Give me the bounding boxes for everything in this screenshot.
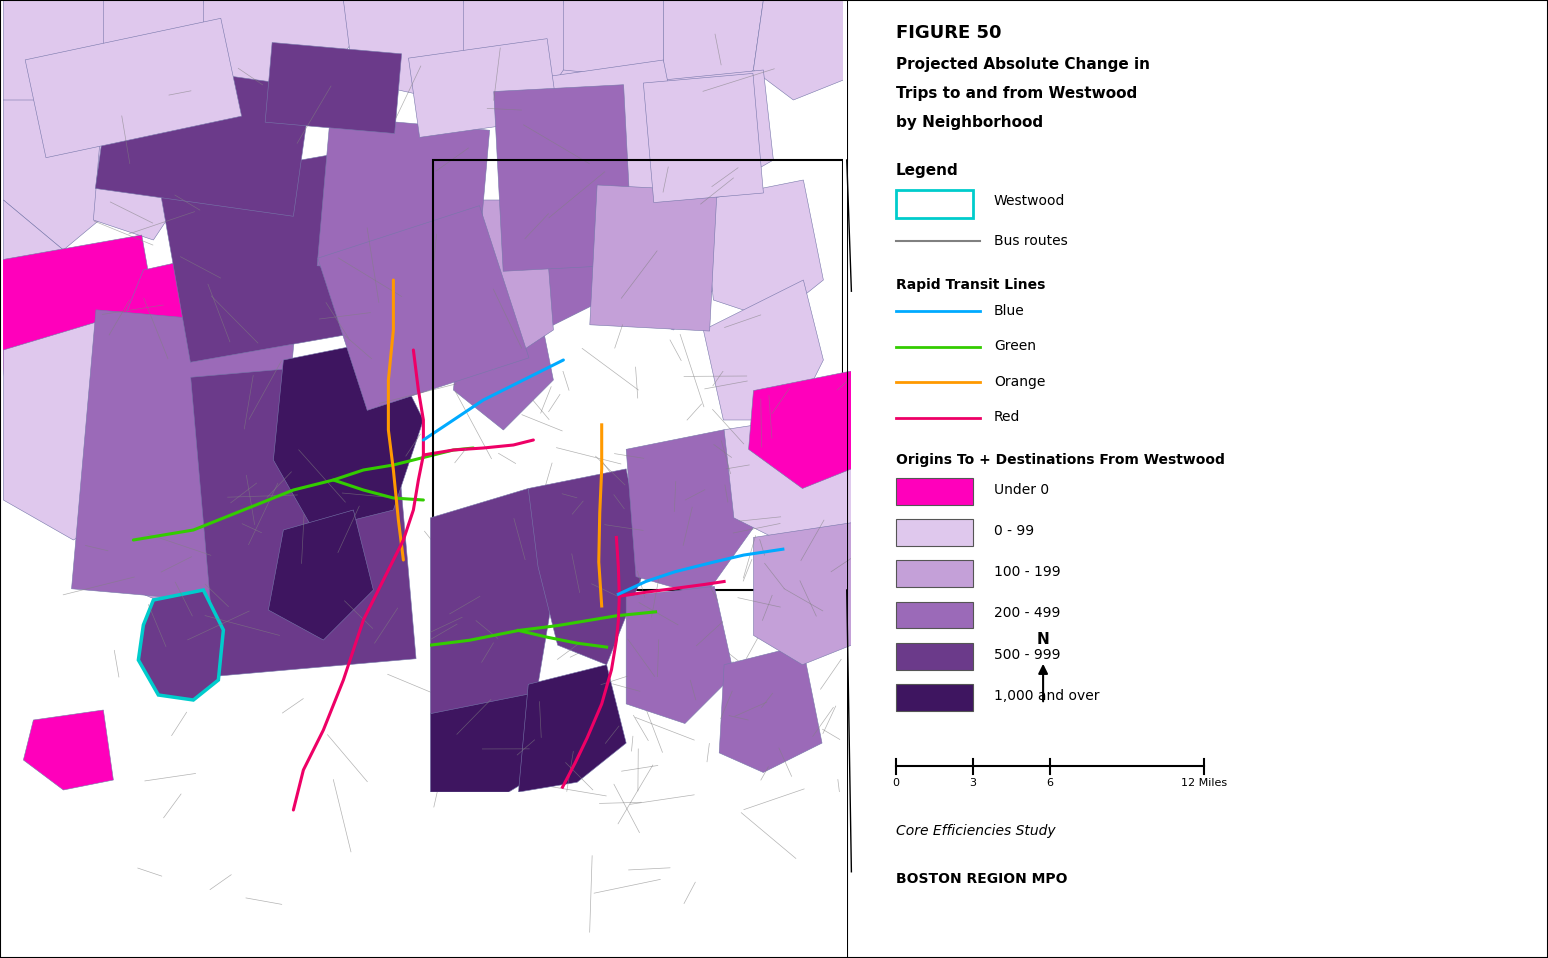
Text: Trips to and from Westwood: Trips to and from Westwood <box>896 86 1138 102</box>
Polygon shape <box>430 489 557 743</box>
Polygon shape <box>703 280 824 420</box>
Polygon shape <box>503 190 604 330</box>
Text: 100 - 199: 100 - 199 <box>994 565 1060 580</box>
Polygon shape <box>703 180 824 320</box>
Polygon shape <box>463 0 573 120</box>
Polygon shape <box>104 0 214 130</box>
FancyBboxPatch shape <box>896 643 974 670</box>
FancyBboxPatch shape <box>896 602 974 628</box>
Text: Bus routes: Bus routes <box>994 234 1068 248</box>
Text: Red: Red <box>994 410 1020 424</box>
Text: Legend: Legend <box>896 163 958 178</box>
Polygon shape <box>754 0 844 100</box>
Bar <box>433 160 844 590</box>
Polygon shape <box>317 206 529 410</box>
Polygon shape <box>454 280 553 430</box>
Text: Blue: Blue <box>994 304 1025 318</box>
Text: Orange: Orange <box>994 375 1045 389</box>
Polygon shape <box>430 695 557 792</box>
Polygon shape <box>25 18 241 158</box>
FancyBboxPatch shape <box>896 478 974 505</box>
Polygon shape <box>720 645 822 772</box>
Text: Under 0: Under 0 <box>994 483 1050 497</box>
Polygon shape <box>0 235 163 381</box>
Polygon shape <box>3 0 144 120</box>
Polygon shape <box>528 468 646 665</box>
Polygon shape <box>627 586 734 723</box>
Polygon shape <box>71 309 296 606</box>
Polygon shape <box>590 185 717 331</box>
Polygon shape <box>159 153 367 362</box>
Text: BOSTON REGION MPO: BOSTON REGION MPO <box>896 872 1067 886</box>
Text: Rapid Transit Lines: Rapid Transit Lines <box>896 278 1045 292</box>
Polygon shape <box>514 60 683 220</box>
Polygon shape <box>563 0 664 130</box>
Polygon shape <box>664 0 763 110</box>
Polygon shape <box>749 371 851 489</box>
Text: 3: 3 <box>969 778 977 787</box>
Polygon shape <box>523 80 604 190</box>
Text: Projected Absolute Change in: Projected Absolute Change in <box>896 57 1150 73</box>
Polygon shape <box>344 0 474 100</box>
Polygon shape <box>317 116 489 280</box>
Polygon shape <box>190 360 416 676</box>
Text: Green: Green <box>994 339 1036 354</box>
Text: Core Efficiencies Study: Core Efficiencies Study <box>896 824 1056 838</box>
FancyBboxPatch shape <box>896 684 974 711</box>
Text: 1,000 and over: 1,000 and over <box>994 689 1099 703</box>
Text: by Neighborhood: by Neighborhood <box>896 115 1043 130</box>
Polygon shape <box>138 590 223 700</box>
Text: 500 - 999: 500 - 999 <box>994 648 1060 662</box>
Polygon shape <box>3 200 73 380</box>
Text: 6: 6 <box>1046 778 1054 787</box>
Polygon shape <box>93 100 194 240</box>
Text: 0 - 99: 0 - 99 <box>994 524 1034 538</box>
Polygon shape <box>265 42 401 133</box>
Polygon shape <box>203 0 353 100</box>
Text: 12 Miles: 12 Miles <box>1181 778 1228 787</box>
Polygon shape <box>268 510 373 640</box>
Polygon shape <box>519 665 627 792</box>
FancyBboxPatch shape <box>896 190 974 218</box>
Polygon shape <box>724 410 851 547</box>
Polygon shape <box>96 59 311 217</box>
Text: Origins To + Destinations From Westwood: Origins To + Destinations From Westwood <box>896 453 1224 468</box>
FancyBboxPatch shape <box>896 560 974 587</box>
Text: FIGURE 50: FIGURE 50 <box>896 24 1002 42</box>
Polygon shape <box>494 84 633 271</box>
Polygon shape <box>627 430 754 596</box>
Polygon shape <box>124 250 254 380</box>
FancyBboxPatch shape <box>896 519 974 546</box>
Text: 0: 0 <box>892 778 899 787</box>
Polygon shape <box>443 200 553 370</box>
Text: 200 - 499: 200 - 499 <box>994 606 1060 621</box>
Polygon shape <box>604 190 723 330</box>
Polygon shape <box>3 320 153 540</box>
Polygon shape <box>23 710 113 790</box>
Polygon shape <box>409 38 559 137</box>
Polygon shape <box>543 70 664 200</box>
Polygon shape <box>754 523 851 665</box>
Text: Westwood: Westwood <box>994 194 1065 208</box>
Polygon shape <box>653 70 774 200</box>
Polygon shape <box>644 74 763 202</box>
Polygon shape <box>3 100 124 250</box>
Polygon shape <box>133 470 263 620</box>
Polygon shape <box>274 340 424 530</box>
Text: N: N <box>1037 631 1050 647</box>
